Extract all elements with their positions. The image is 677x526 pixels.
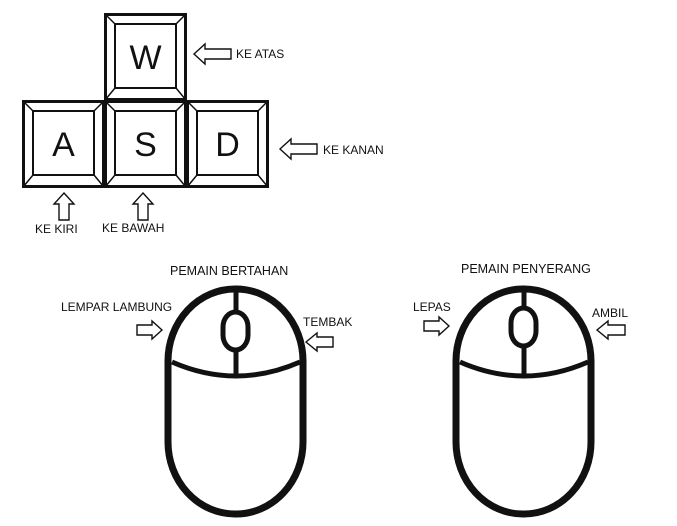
mouse-attacker-left-label: LEPAS [413,300,451,314]
arrow-left-icon [595,319,626,341]
key-s: S [104,100,187,188]
mouse-attacker-title: PEMAIN PENYERANG [461,262,591,276]
scroll-wheel-icon [508,305,539,349]
mouse-defender-right-label: TEMBAK [303,315,353,329]
key-w-label: KE ATAS [236,47,285,61]
key-a-letter: A [52,126,75,164]
mouse-defender-title: PEMAIN BERTAHAN [170,264,289,278]
key-s-letter: S [134,126,157,164]
key-w: W [104,13,187,101]
arrow-right-icon [136,319,164,341]
arrow-right-icon [423,315,451,337]
arrow-up-icon [52,191,76,221]
key-s-label: KE BAWAH [102,221,165,235]
key-a: A [22,100,105,188]
scroll-wheel-icon [220,309,251,353]
mouse-attacker-right-label: AMBIL [592,306,629,320]
mouse-defender-left-label: LEMPAR LAMBUNG [61,300,173,314]
arrow-left-icon [192,42,232,66]
key-a-label: KE KIRI [35,222,78,236]
arrow-left-icon [304,331,334,353]
mouse-attacker [452,285,595,518]
mouse-defender [164,285,307,518]
arrow-up-icon [131,191,155,221]
key-w-letter: W [129,39,161,77]
key-d-letter: D [215,126,240,164]
key-d-label: KE KANAN [323,143,384,157]
arrow-left-icon [278,137,318,161]
key-d: D [186,100,269,188]
